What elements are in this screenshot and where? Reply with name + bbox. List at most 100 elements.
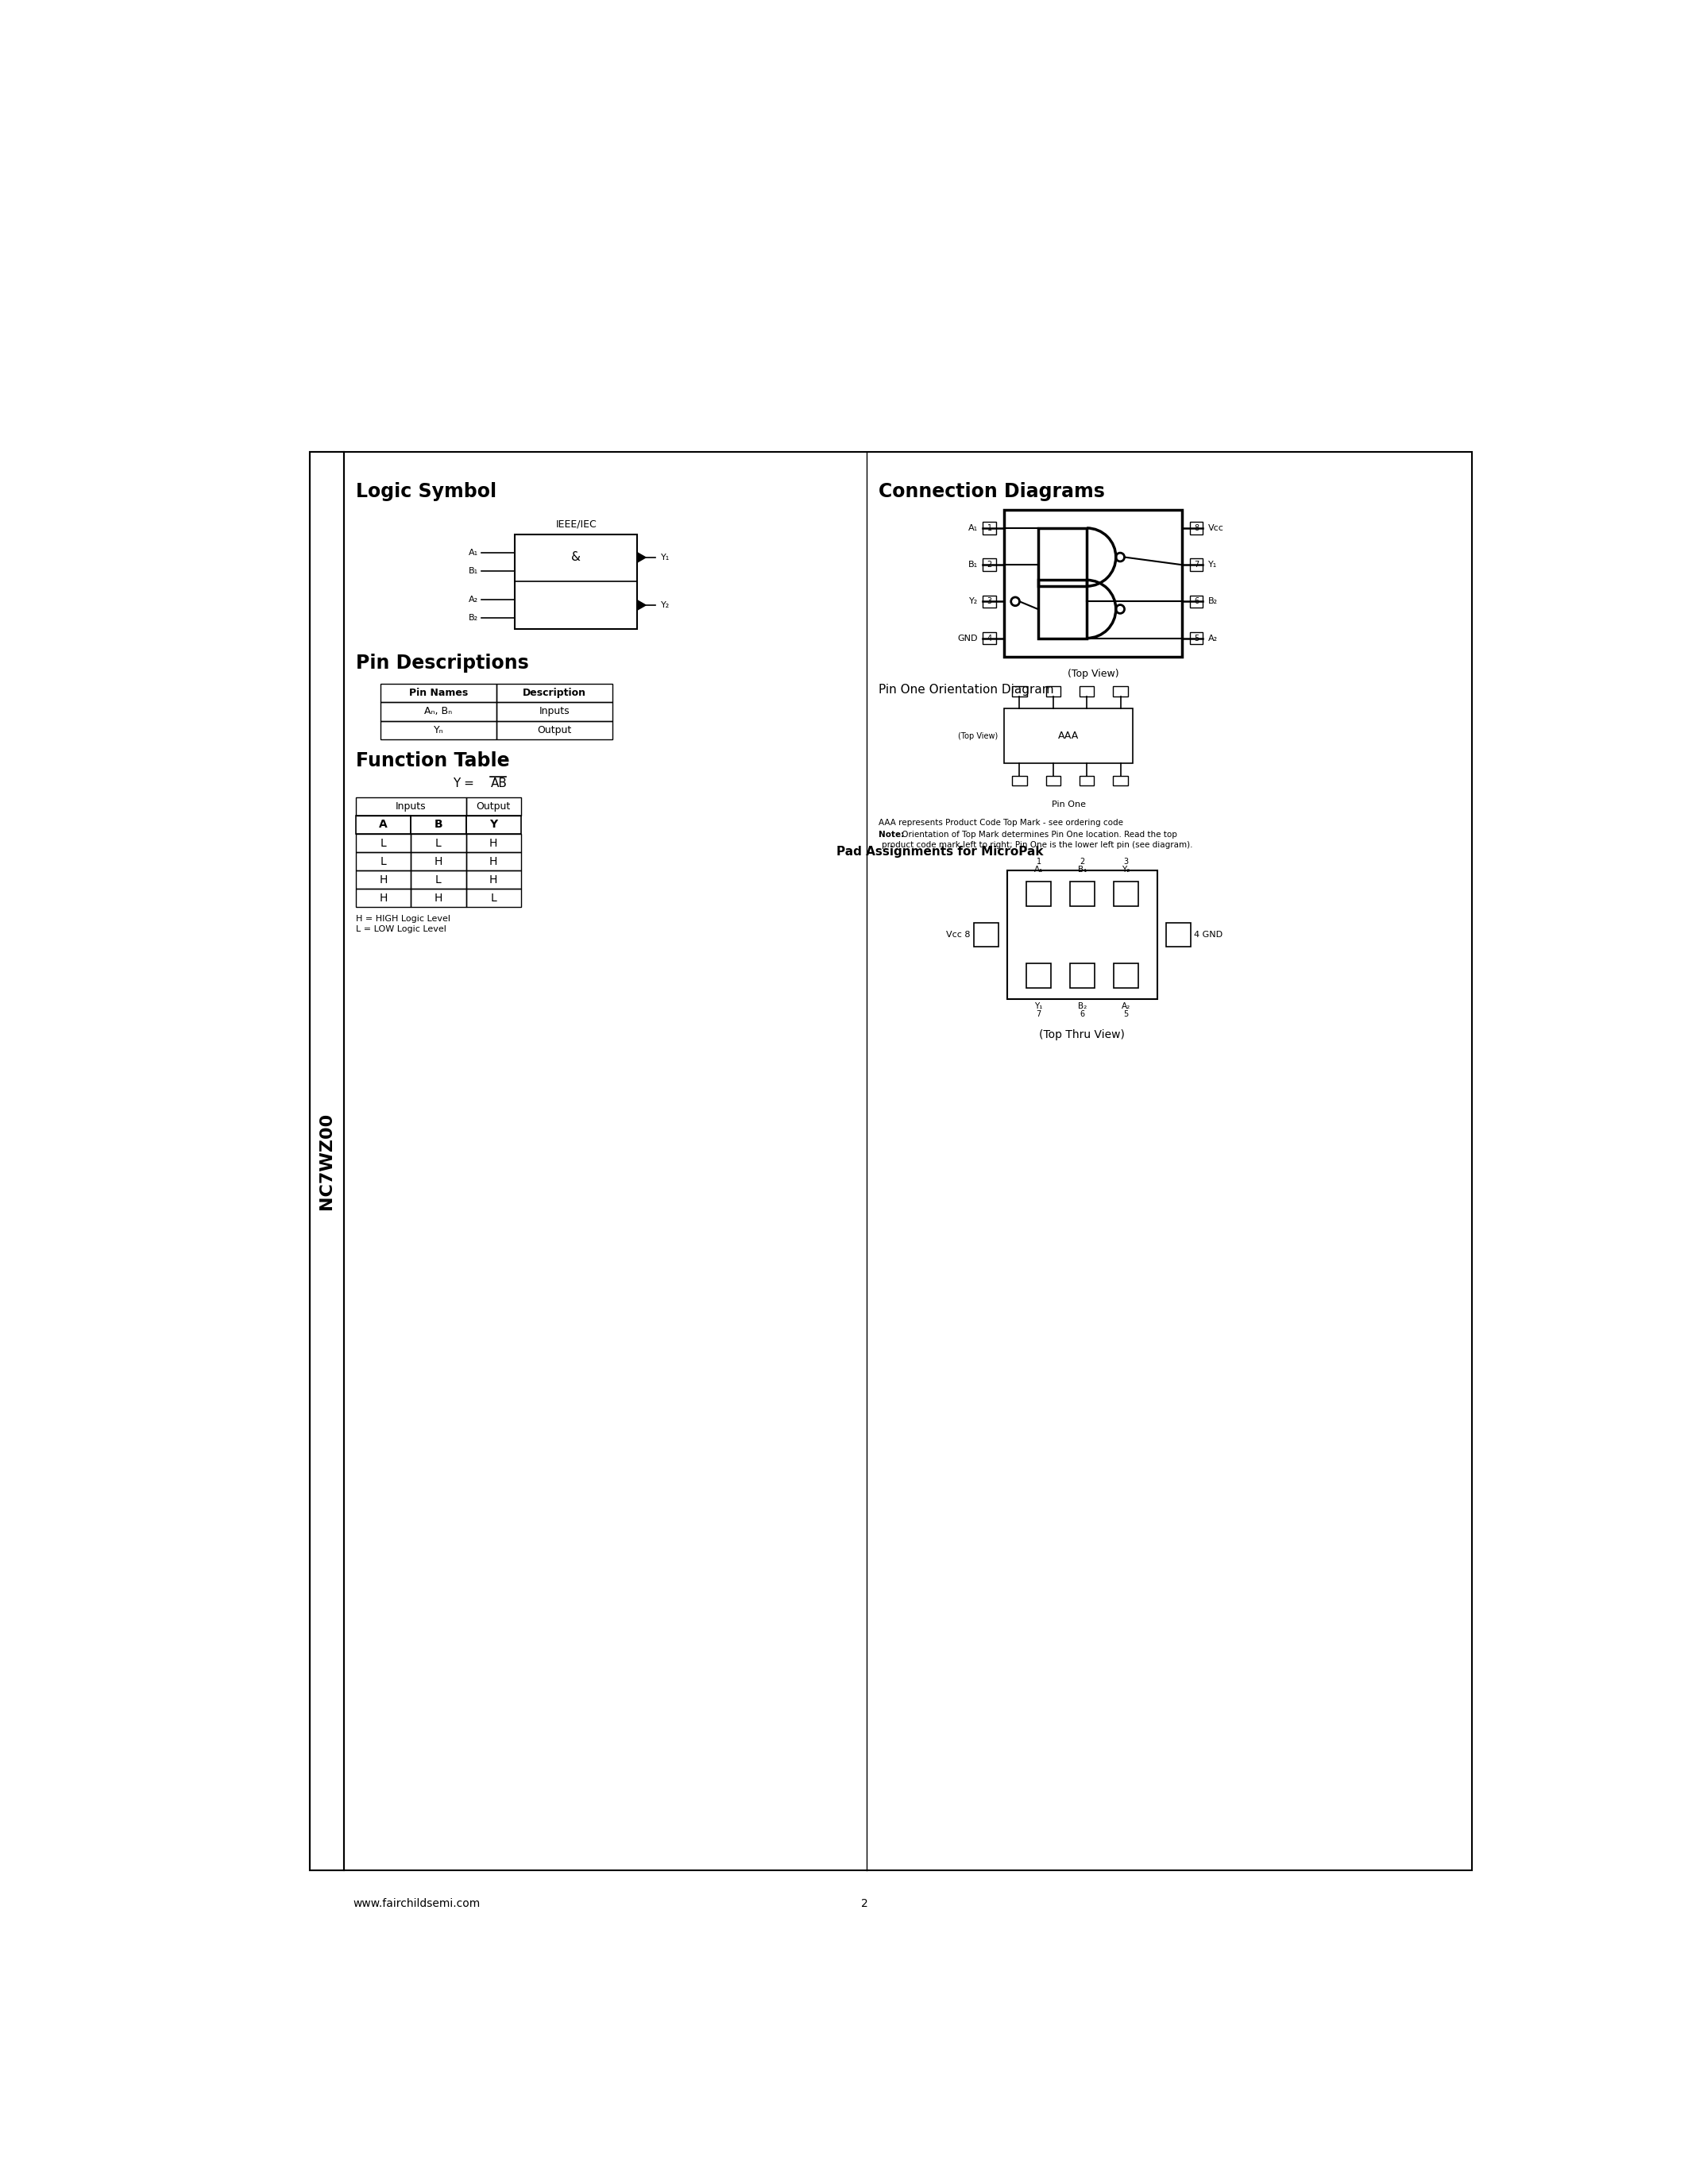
Text: Y₂: Y₂ [660, 601, 670, 609]
Text: NC7WZ00: NC7WZ00 [319, 1112, 334, 1210]
Text: 6: 6 [1193, 598, 1198, 605]
Bar [496, 703, 613, 721]
Text: (Top View): (Top View) [1067, 668, 1119, 679]
Bar [380, 721, 496, 738]
Text: (Top Thru View): (Top Thru View) [1040, 1029, 1124, 1040]
Bar [380, 703, 496, 721]
Bar [356, 889, 410, 906]
Text: B₁: B₁ [469, 568, 478, 574]
Text: Y: Y [490, 819, 498, 830]
Text: Function Table: Function Table [356, 751, 510, 771]
Text: L = LOW Logic Level: L = LOW Logic Level [356, 926, 446, 933]
Text: H: H [490, 874, 498, 885]
Text: 2: 2 [1080, 858, 1085, 865]
Bar [515, 535, 638, 629]
Text: 4: 4 [987, 633, 993, 642]
Text: Y₁: Y₁ [1035, 1002, 1043, 1009]
Bar [1004, 509, 1182, 657]
Bar [466, 797, 522, 815]
Text: A₁: A₁ [969, 524, 977, 533]
Text: Inputs: Inputs [395, 802, 427, 812]
Bar [982, 559, 996, 570]
Text: Vᴄᴄ: Vᴄᴄ [1209, 524, 1224, 533]
Bar [496, 721, 613, 738]
Text: B₂: B₂ [1077, 1002, 1087, 1009]
Bar [1114, 963, 1138, 987]
Text: B₁: B₁ [1077, 865, 1087, 874]
Polygon shape [638, 601, 647, 609]
Bar [1004, 708, 1133, 764]
Bar [466, 871, 522, 889]
Bar [1190, 631, 1204, 644]
Bar [311, 452, 1472, 1870]
Text: 1: 1 [1036, 858, 1041, 865]
Bar [356, 834, 410, 852]
Text: www.fairchildsemi.com: www.fairchildsemi.com [353, 1898, 479, 1909]
Bar [1047, 686, 1060, 697]
Text: 3: 3 [987, 598, 993, 605]
Text: Y₁: Y₁ [1209, 561, 1217, 568]
Text: L: L [436, 874, 442, 885]
Text: GND: GND [957, 633, 977, 642]
Bar [1047, 775, 1060, 786]
Bar [410, 852, 466, 871]
Text: Pin Descriptions: Pin Descriptions [356, 653, 528, 673]
Text: 5: 5 [1193, 633, 1198, 642]
Bar [1112, 775, 1128, 786]
Bar [410, 815, 466, 834]
Text: H: H [380, 874, 388, 885]
Text: IEEE/IEC: IEEE/IEC [555, 520, 596, 529]
Bar [974, 922, 998, 948]
Bar [1070, 963, 1094, 987]
Bar [1038, 529, 1087, 585]
Bar [1038, 581, 1087, 638]
Text: 2: 2 [987, 561, 993, 568]
Text: Y =: Y = [452, 778, 478, 788]
Text: AAA represents Product Code Top Mark - see ordering code: AAA represents Product Code Top Mark - s… [879, 819, 1124, 826]
Bar [982, 522, 996, 535]
Text: Logic Symbol: Logic Symbol [356, 483, 496, 502]
Bar [982, 596, 996, 607]
Bar [410, 871, 466, 889]
Text: Description: Description [523, 688, 586, 699]
Text: A₂: A₂ [469, 596, 478, 603]
Text: L: L [380, 856, 387, 867]
Text: 7: 7 [1036, 1009, 1041, 1018]
Bar [466, 889, 522, 906]
Bar [466, 834, 522, 852]
Bar [356, 871, 410, 889]
Bar [1190, 559, 1204, 570]
Text: Orientation of Top Mark determines Pin One location. Read the top: Orientation of Top Mark determines Pin O… [900, 830, 1177, 839]
Text: H: H [434, 856, 442, 867]
Text: 8: 8 [1193, 524, 1198, 533]
Text: Y₂: Y₂ [969, 598, 977, 605]
Bar [356, 797, 466, 815]
Text: Note:: Note: [879, 830, 905, 839]
Bar [1114, 882, 1138, 906]
Text: product code mark left to right; Pin One is the lower left pin (see diagram).: product code mark left to right; Pin One… [881, 841, 1193, 850]
Text: Pin One: Pin One [1052, 799, 1085, 808]
Bar [1013, 775, 1026, 786]
Bar [1190, 596, 1204, 607]
Text: L: L [380, 836, 387, 850]
Text: 7: 7 [1193, 561, 1198, 568]
Bar [410, 834, 466, 852]
Bar [1008, 871, 1158, 998]
Bar [1166, 922, 1190, 948]
Bar [380, 684, 496, 703]
Text: A₁: A₁ [469, 548, 478, 557]
Bar [356, 815, 410, 834]
Bar [1026, 963, 1052, 987]
Text: H: H [434, 893, 442, 904]
Bar [311, 452, 344, 1870]
Text: A₂: A₂ [1209, 633, 1217, 642]
Bar [1190, 522, 1204, 535]
Text: AB: AB [491, 778, 506, 788]
Bar [410, 889, 466, 906]
Text: L: L [491, 893, 496, 904]
Text: A: A [380, 819, 388, 830]
Text: Pin One Orientation Diagram: Pin One Orientation Diagram [879, 684, 1053, 697]
Text: Aₙ, Bₙ: Aₙ, Bₙ [424, 705, 452, 716]
Text: 6: 6 [1080, 1009, 1085, 1018]
Bar [1070, 882, 1094, 906]
